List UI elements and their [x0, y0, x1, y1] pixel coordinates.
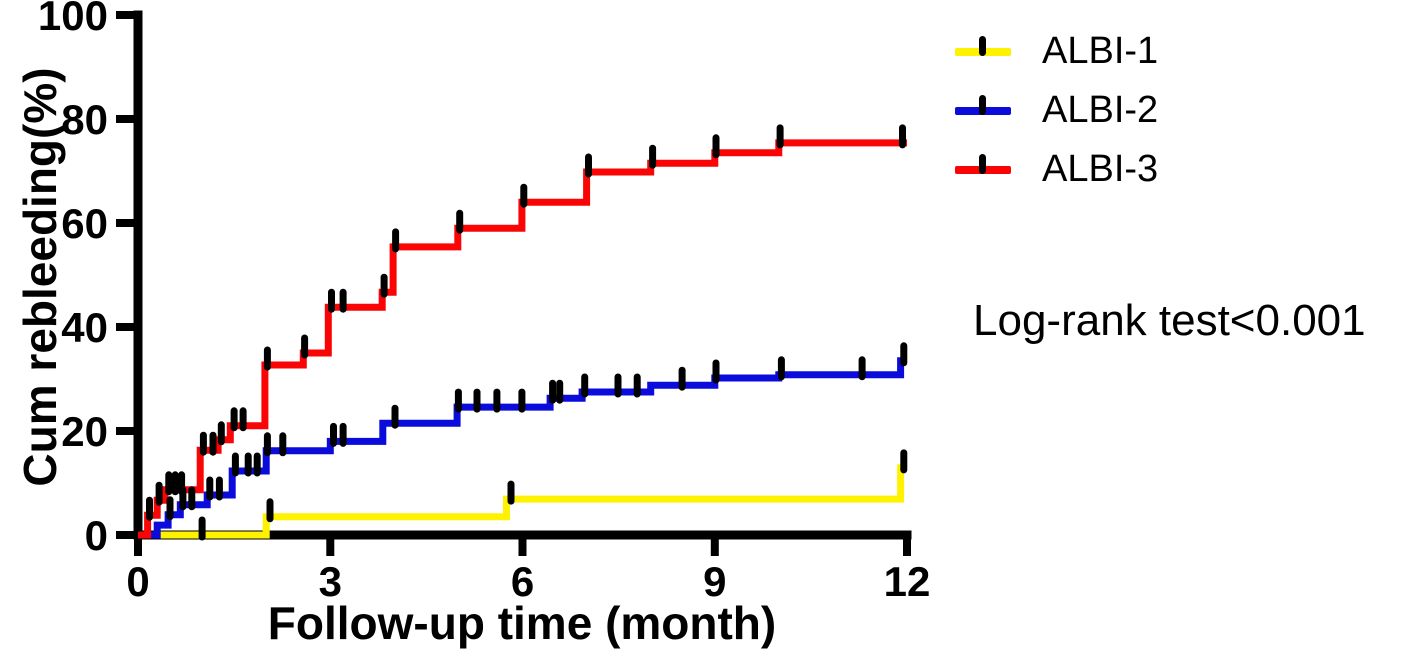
x-tick-label-12: 12	[884, 558, 931, 605]
legend-item-albi-1: ALBI-1	[955, 22, 1158, 81]
x-tick-label-0: 0	[126, 558, 149, 605]
legend-label-albi-2: ALBI-2	[1042, 89, 1159, 131]
x-tick-label-6: 6	[511, 558, 534, 605]
legend-item-albi-3: ALBI-3	[955, 140, 1158, 199]
log-rank-annotation: Log-rank test<0.001	[973, 296, 1366, 345]
censor-tick-icon	[979, 153, 986, 174]
y-tick-label-20: 20	[61, 408, 108, 455]
legend-swatch-albi-2	[955, 94, 1011, 115]
censor-tick-icon	[979, 35, 986, 56]
x-tick-label-3: 3	[319, 558, 342, 605]
series-curve-albi-2	[138, 357, 907, 539]
legend-swatch-albi-3	[955, 153, 1011, 174]
x-axis-title: Follow-up time (month)	[267, 597, 777, 649]
y-tick-label-80: 80	[61, 96, 108, 143]
y-axis-title: Cum rebleeding(%)	[14, 67, 66, 487]
y-tick-label-40: 40	[61, 304, 108, 351]
axes	[133, 10, 912, 540]
legend: ALBI-1 ALBI-2 ALBI-3	[955, 22, 1158, 199]
legend-swatch-albi-1	[955, 35, 1011, 56]
series-curve-albi-3	[138, 139, 907, 539]
censor-tick-icon	[979, 94, 986, 115]
series-curve-albi-1	[138, 464, 907, 539]
legend-label-albi-3: ALBI-3	[1042, 148, 1159, 190]
legend-label-albi-1: ALBI-1	[1042, 30, 1159, 72]
y-tick-label-0: 0	[85, 512, 108, 559]
y-tick-label-100: 100	[38, 0, 108, 39]
legend-item-albi-2: ALBI-2	[955, 81, 1158, 140]
y-tick-label-60: 60	[61, 200, 108, 247]
x-tick-label-9: 9	[703, 558, 726, 605]
